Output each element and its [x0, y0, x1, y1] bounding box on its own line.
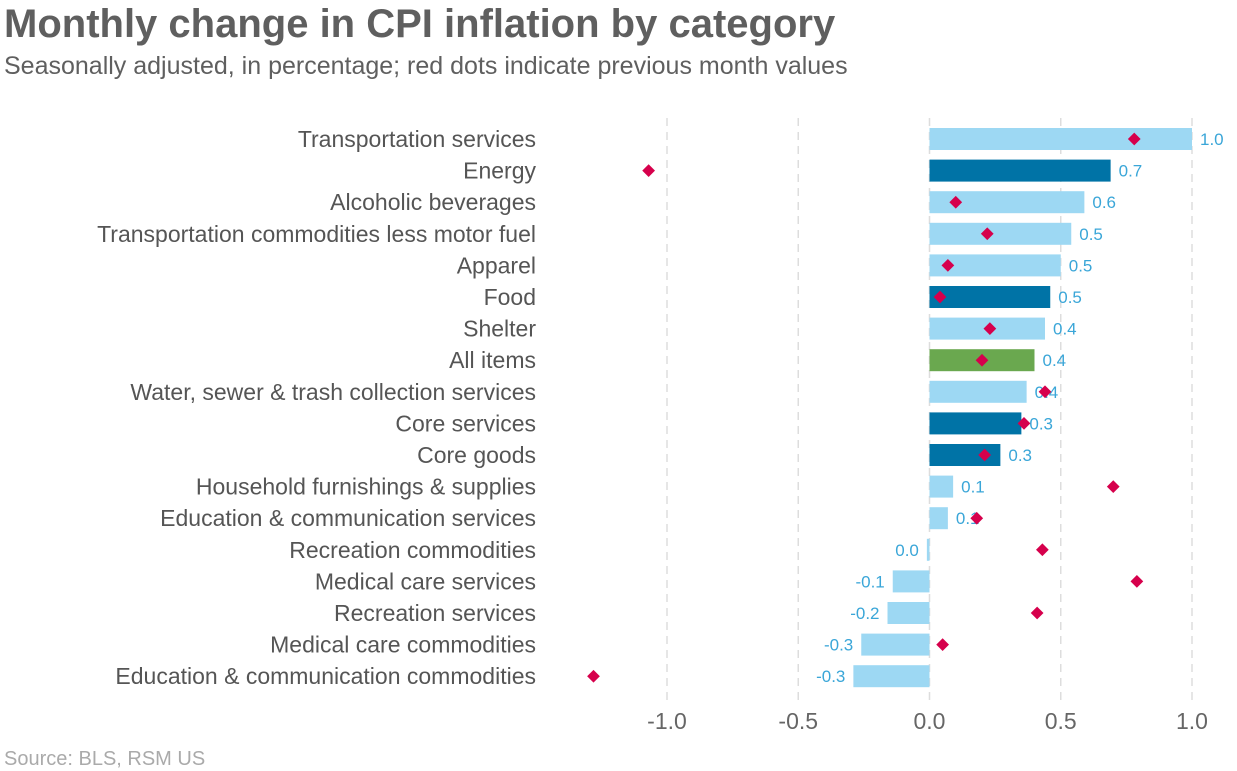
data-label: 1.0 — [1200, 130, 1224, 149]
category-label: Water, sewer & trash collection services — [130, 379, 536, 405]
bar — [929, 159, 1111, 182]
previous-month-marker — [1030, 606, 1044, 620]
category-label: Transportation services — [298, 126, 536, 152]
category-label: Education & communication services — [160, 505, 536, 531]
bar — [861, 633, 930, 656]
data-label: 0.5 — [1069, 256, 1093, 275]
data-label: 0.7 — [1119, 162, 1143, 181]
data-label: -0.3 — [816, 667, 845, 686]
data-label: -0.1 — [855, 572, 884, 591]
bar — [929, 254, 1061, 277]
category-label: All items — [449, 347, 536, 373]
bar — [929, 412, 1022, 435]
previous-month-marker — [1036, 543, 1049, 557]
data-label: -0.3 — [824, 636, 853, 655]
data-label: 0.0 — [895, 541, 919, 560]
data-label: 0.3 — [1029, 414, 1053, 433]
previous-month-marker — [1130, 575, 1144, 588]
category-label: Core goods — [417, 442, 536, 468]
category-label: Food — [484, 284, 536, 310]
bar — [929, 444, 1001, 466]
bar — [929, 286, 1051, 308]
data-label: 0.3 — [1008, 446, 1032, 465]
data-label: 0.1 — [956, 509, 980, 528]
bar — [929, 128, 1192, 150]
bar — [929, 380, 1027, 403]
data-label: 0.6 — [1092, 193, 1116, 212]
data-label: -0.2 — [850, 604, 879, 623]
x-tick-label: 0.5 — [1045, 708, 1077, 734]
x-tick-label: 0.0 — [914, 708, 946, 734]
data-label: 0.4 — [1043, 351, 1067, 370]
category-label: Alcoholic beverages — [330, 189, 536, 215]
x-tick-label: 1.0 — [1176, 708, 1208, 734]
category-label: Core services — [395, 410, 536, 436]
bar — [926, 538, 930, 561]
data-label: 0.1 — [961, 478, 985, 497]
category-label: Energy — [463, 158, 536, 184]
category-label: Apparel — [457, 252, 536, 278]
bar — [887, 602, 930, 624]
category-label: Recreation commodities — [289, 537, 536, 563]
chart-subtitle: Seasonally adjusted, in percentage; red … — [4, 52, 848, 80]
source-note: Source: BLS, RSM US — [4, 748, 206, 770]
bar — [929, 475, 954, 498]
category-label: Medical care services — [315, 568, 536, 594]
x-tick-label: -1.0 — [647, 708, 687, 734]
previous-month-marker — [587, 669, 600, 683]
data-label: 0.5 — [1058, 288, 1082, 307]
category-label: Household furnishings & supplies — [196, 474, 536, 500]
category-label: Transportation commodities less motor fu… — [97, 221, 536, 247]
category-label: Education & communication commodities — [115, 663, 536, 689]
bar — [929, 222, 1072, 245]
bar — [929, 507, 948, 530]
previous-month-marker — [1106, 480, 1120, 493]
category-label: Medical care commodities — [270, 632, 536, 658]
bar — [929, 191, 1085, 214]
data-label: 0.4 — [1053, 320, 1077, 339]
chart-title: Monthly change in CPI inflation by categ… — [4, 2, 836, 46]
bar — [892, 570, 930, 593]
bar — [853, 665, 930, 688]
category-label: Shelter — [463, 316, 536, 342]
data-label: 0.5 — [1079, 225, 1103, 244]
category-label: Recreation services — [334, 600, 536, 626]
previous-month-marker — [936, 638, 949, 651]
x-tick-label: -0.5 — [778, 708, 818, 734]
previous-month-marker — [642, 164, 655, 177]
